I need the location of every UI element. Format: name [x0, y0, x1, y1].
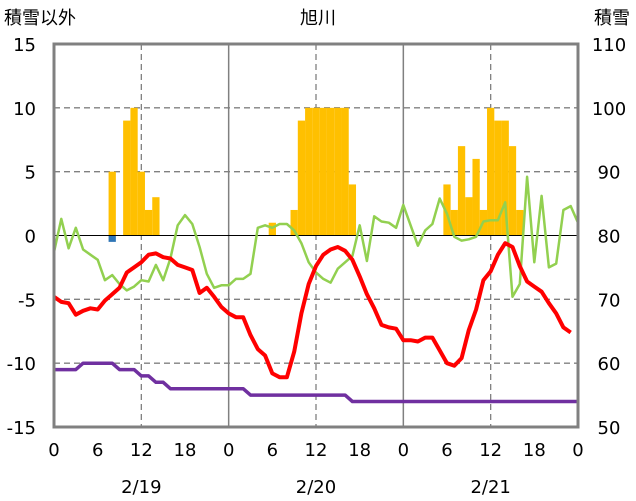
precipitation-bar: [450, 209, 458, 236]
x-axis-ticks: 0 6 12 18 0 6 12 18 0 6 12 18 0: [48, 440, 583, 461]
precipitation-bar: [130, 107, 138, 236]
precipitation-bar: [326, 107, 335, 236]
right-axis-label: 積雪: [594, 8, 630, 29]
chart-title: 旭川: [300, 8, 336, 29]
x-tick-label: 6: [267, 440, 278, 461]
left-tick-label: -10: [7, 354, 36, 375]
left-tick-label: 5: [25, 163, 36, 184]
x-tick-label: 0: [223, 440, 234, 461]
temperature-line: [52, 241, 572, 380]
snow-depth-line: [54, 361, 578, 404]
left-tick-label: -15: [7, 418, 36, 439]
precipitation-bar: [319, 107, 327, 236]
precipitation-bar: [305, 107, 313, 236]
x-tick-label: 18: [348, 440, 371, 461]
right-tick-label: 50: [598, 418, 621, 439]
precipitation-bar: [508, 146, 517, 236]
x-tick-label: 18: [174, 440, 197, 461]
precipitation-bar: [443, 184, 451, 236]
left-tick-label: -5: [18, 290, 36, 311]
precipitation-bar: [144, 209, 153, 236]
precipitation-bar: [501, 120, 509, 236]
precipitation-bar: [516, 209, 524, 236]
precipitation-bar: [290, 209, 298, 236]
x-tick-label: 18: [523, 440, 546, 461]
precipitation-bar: [494, 120, 502, 236]
x-tick-label: 12: [130, 440, 153, 461]
precipitation-bar: [152, 197, 160, 236]
date-labels: 2/19 2/20 2/21: [121, 477, 511, 498]
precipitation-bar: [472, 158, 480, 236]
date-label: 2/20: [296, 477, 336, 498]
precipitation-bars: [108, 107, 524, 242]
precipitation-bar: [334, 107, 342, 236]
left-tick-label: 0: [25, 227, 36, 248]
precipitation-bar: [108, 171, 116, 236]
x-tick-label: 6: [92, 440, 103, 461]
left-tick-label: 15: [13, 35, 36, 56]
x-tick-label: 12: [305, 440, 328, 461]
x-tick-label: 0: [48, 440, 59, 461]
x-tick-label: 6: [441, 440, 452, 461]
plot-frame: [52, 42, 580, 429]
left-tick-label: 10: [13, 99, 36, 120]
right-tick-label: 70: [598, 290, 621, 311]
precipitation-bar: [268, 222, 276, 236]
right-tick-label: 80: [598, 227, 621, 248]
precipitation-bar: [108, 235, 116, 242]
x-tick-label: 0: [572, 440, 583, 461]
left-axis-ticks: 15 10 5 0 -5 -10 -15: [7, 35, 36, 439]
x-tick-label: 0: [398, 440, 409, 461]
precipitation-bar: [312, 107, 320, 236]
right-axis-ticks: 110 100 90 80 70 60 50: [592, 35, 626, 439]
date-label: 2/19: [121, 477, 161, 498]
left-axis-label: 積雪以外: [4, 8, 76, 29]
x-tick-label: 12: [479, 440, 502, 461]
right-tick-label: 90: [598, 163, 621, 184]
precipitation-bar: [348, 184, 357, 236]
precipitation-bar: [341, 107, 349, 236]
precipitation-bar: [123, 120, 131, 236]
right-tick-label: 100: [592, 99, 626, 120]
wind-line: [52, 175, 580, 299]
precipitation-bar: [297, 120, 306, 236]
precipitation-bar: [465, 197, 473, 236]
precipitation-bar: [457, 146, 466, 236]
right-tick-label: 110: [592, 35, 626, 56]
right-tick-label: 60: [598, 354, 621, 375]
date-label: 2/21: [470, 477, 510, 498]
precipitation-bar: [487, 107, 495, 236]
precipitation-bar: [137, 171, 145, 236]
